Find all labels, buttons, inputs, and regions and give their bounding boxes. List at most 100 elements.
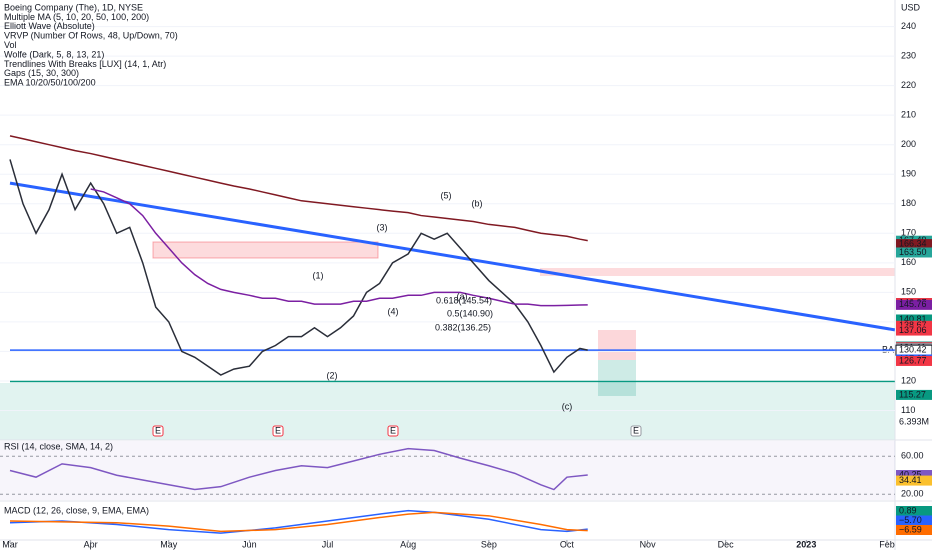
wave-label: (3) <box>377 222 388 232</box>
wave-label: (b) <box>472 198 483 208</box>
earnings-label: E <box>275 425 281 435</box>
series-line <box>9 135 588 242</box>
last-label: 0.89 <box>899 505 917 515</box>
position-loss <box>598 330 636 360</box>
support-zone <box>0 383 895 440</box>
x-tick-label: May <box>160 539 178 549</box>
price-label: 130.42 <box>899 345 927 355</box>
x-tick-label: Mar <box>2 539 18 549</box>
gap-zone <box>152 241 379 259</box>
gap-zone <box>540 268 895 276</box>
y-tick-label: 170 <box>901 228 916 238</box>
y-tick-label: 120 <box>901 375 916 385</box>
price-label: 166.34 <box>899 238 927 248</box>
x-tick-label: Jul <box>322 539 334 549</box>
legend-item: Gaps (15, 30, 300) <box>4 68 79 78</box>
legend-item: Wolfe (Dark, 5, 8, 13, 21) <box>4 49 104 59</box>
y-tick-label: 190 <box>901 169 916 179</box>
x-tick-label: Oct <box>560 539 575 549</box>
last-label-box <box>896 525 932 535</box>
series-line <box>9 509 588 534</box>
y-tick-label: 60.00 <box>901 451 924 461</box>
x-tick-label: 2023 <box>796 539 816 549</box>
x-tick-label: Jun <box>242 539 257 549</box>
level-line <box>9 181 896 332</box>
fib-label: 0.382(136.25) <box>435 322 491 332</box>
last-label: 40.25 <box>899 469 922 479</box>
price-label-box <box>896 239 932 250</box>
last-label-box <box>896 470 932 481</box>
x-tick-label: Dec <box>718 539 735 549</box>
volume-label: 6.393M <box>899 416 929 426</box>
legend-item: VRVP (Number Of Rows, 48, Up/Down, 70) <box>4 31 178 41</box>
y-tick-label: 180 <box>901 198 916 208</box>
price-label-box <box>896 389 932 400</box>
earnings-label: E <box>390 425 396 435</box>
price-label-box <box>896 355 932 366</box>
series-line <box>9 511 588 533</box>
macd-title: MACD (12, 26, close, 9, EMA, EMA) <box>4 505 149 515</box>
last-label: 34.41 <box>899 475 922 485</box>
price-label-box <box>896 247 932 258</box>
price-label-box <box>896 314 932 325</box>
price-label: 115.27 <box>899 389 926 399</box>
legend-item: EMA 10/20/50/100/200 <box>4 78 96 88</box>
earnings-label: E <box>633 425 639 435</box>
price-label: 145.76 <box>899 299 927 309</box>
y-tick-label: 220 <box>901 80 916 90</box>
fib-label: 0.618(145.54) <box>436 295 492 305</box>
rsi-title: RSI (14, close, SMA, 14, 2) <box>4 441 113 451</box>
y-tick-label: 20.00 <box>901 489 924 499</box>
wave-label: (5) <box>441 190 452 200</box>
y-tick-label: 240 <box>901 21 916 31</box>
price-label: 140.81 <box>899 314 927 324</box>
price-label: 138.67 <box>899 320 927 330</box>
y-tick-label: 200 <box>901 139 916 149</box>
x-tick-label: Nov <box>640 539 657 549</box>
x-tick-label: Apr <box>84 539 98 549</box>
last-label: −6.59 <box>899 524 922 534</box>
y-tick-label: 160 <box>901 257 916 267</box>
last-label-box <box>896 515 932 526</box>
series-line <box>9 159 588 376</box>
legend-item: Trendlines With Breaks [LUX] (14, 1, Atr… <box>4 59 166 69</box>
x-tick-label: Sep <box>481 539 497 549</box>
wave-label: (2) <box>327 370 338 380</box>
price-label-box <box>896 325 932 336</box>
y-tick-label: 210 <box>901 110 916 120</box>
fib-label: 0.5(140.90) <box>447 308 493 318</box>
wave-label: (4) <box>388 306 399 316</box>
series-line <box>9 447 588 491</box>
x-tick-label: Feb <box>879 539 895 549</box>
y-tick-label: 150 <box>901 287 916 297</box>
price-label: 137.06 <box>899 325 927 335</box>
earnings-label: E <box>155 425 161 435</box>
last-label: −5.70 <box>899 515 922 525</box>
series-line <box>90 188 588 307</box>
legend-item: Vol <box>4 40 17 50</box>
price-label: 126.77 <box>899 355 927 365</box>
symbol: BA <box>882 344 894 354</box>
earnings-marker <box>152 425 164 437</box>
position-gain <box>598 360 636 396</box>
legend-item: Multiple MA (5, 10, 20, 50, 100, 200) <box>4 12 149 22</box>
earnings-marker <box>387 425 399 437</box>
y-tick-label: 110 <box>901 405 915 415</box>
price-label-box <box>896 299 932 310</box>
earnings-marker <box>630 425 642 437</box>
currency: USD <box>901 2 921 12</box>
last-label-box <box>896 475 932 486</box>
last-label-box <box>896 506 932 516</box>
x-tick-label: Aug <box>400 539 416 549</box>
wave-label: (c) <box>562 401 573 411</box>
legend-item: Elliott Wave (Absolute) <box>4 21 95 31</box>
y-tick-label: 230 <box>901 50 916 60</box>
price-label: 163.50 <box>899 247 927 257</box>
wave-label: (1) <box>313 270 324 280</box>
legend-item: Boeing Company (The), 1D, NYSE <box>4 2 143 12</box>
rsi-band <box>0 441 895 500</box>
earnings-marker <box>272 425 284 437</box>
wave-label: (a) <box>457 291 468 301</box>
